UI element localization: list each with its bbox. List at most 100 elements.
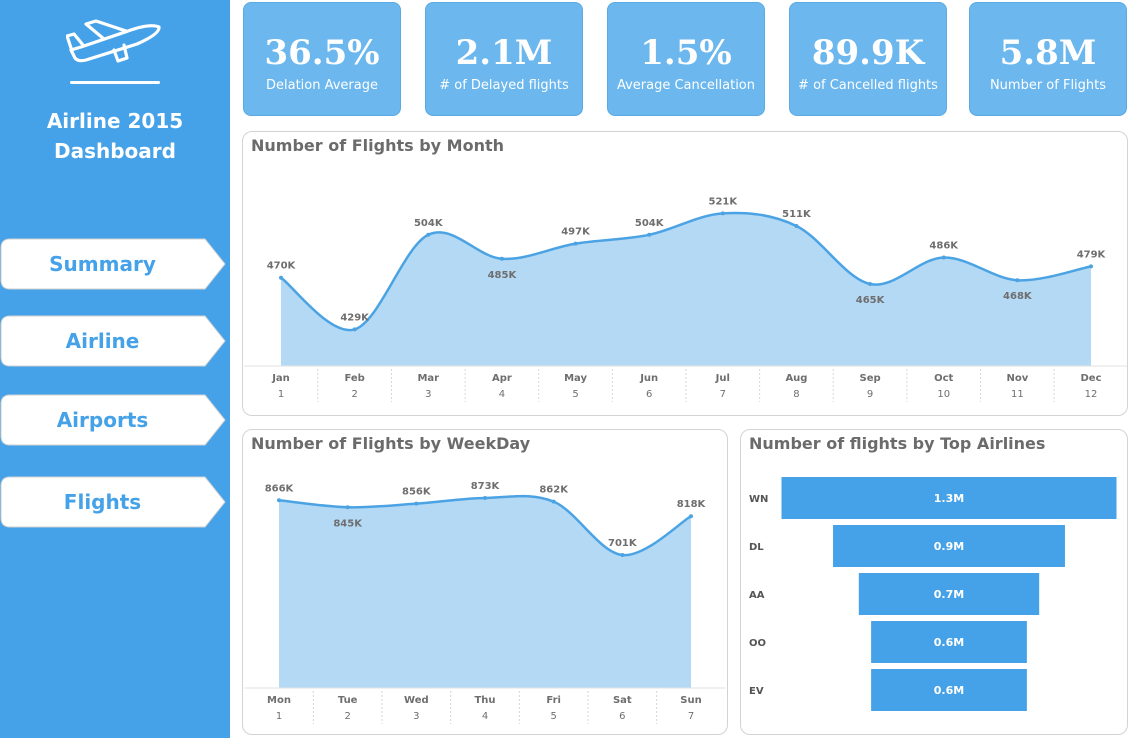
month-x-tick-label: Jul (715, 373, 730, 384)
month-x-tick-label: Oct (934, 373, 953, 384)
nav-tab-shape (0, 394, 226, 446)
airlines-chart-title: Number of flights by Top Airlines (749, 434, 1046, 453)
airline-category-label: DL (749, 542, 764, 553)
weekday-x-tick-label: Thu (474, 695, 495, 706)
kpi-label: # of Delayed flights (439, 78, 569, 93)
weekday-value-label: 866K (265, 483, 295, 494)
kpi-card-cancelled-flights: 89.9K # of Cancelled flights (789, 2, 947, 116)
month-x-tick-number: 12 (1085, 389, 1098, 400)
month-value-label: 521K (709, 196, 739, 207)
nav-airline-label: Airline (65, 329, 140, 353)
weekday-data-point (689, 514, 693, 519)
weekday-x-tick-number: 2 (344, 711, 350, 722)
month-x-tick-label: Aug (785, 373, 807, 384)
month-chart-title: Number of Flights by Month (251, 136, 505, 155)
kpi-value: 1.5% (640, 33, 732, 73)
month-value-label: 504K (414, 218, 444, 229)
nav-summary-label: Summary (49, 252, 156, 276)
airline-bar (871, 621, 1027, 663)
nav-tab-shape (0, 315, 226, 367)
month-data-point (499, 256, 504, 261)
kpi-card-average-cancellation: 1.5% Average Cancellation (607, 2, 765, 116)
month-x-tick-label: Nov (1006, 373, 1028, 384)
month-data-point (352, 327, 357, 332)
nav-tab-shape (0, 476, 226, 528)
kpi-label: Number of Flights (989, 78, 1107, 93)
weekday-value-label: 862K (539, 485, 569, 496)
month-chart-panel: Number of Flights by Month 470K Jan 1 429K F… (242, 131, 1128, 416)
weekday-x-tick-number: 4 (482, 711, 488, 722)
month-value-label: 497K (561, 227, 591, 238)
weekday-x-tick-label: Wed (404, 695, 429, 706)
month-data-point (720, 211, 725, 216)
weekday-value-label: 845K (333, 518, 363, 529)
weekday-x-tick-label: Tue (338, 695, 358, 706)
weekday-x-tick-label: Sat (613, 695, 632, 706)
month-data-point (794, 223, 799, 228)
airline-bar (781, 477, 1117, 519)
nav-flights-button[interactable]: Flights (0, 476, 226, 528)
kpi-card-number-of-flights: 5.8M Number of Flights (969, 2, 1127, 116)
airline-bar-value-label: 0.7M (934, 588, 964, 601)
nav-airports-button[interactable]: Airports (0, 394, 226, 446)
nav-airports-label: Airports (56, 408, 149, 432)
month-value-label: 511K (782, 209, 812, 220)
month-x-tick-label: May (564, 373, 587, 384)
weekday-x-tick-label: Mon (267, 695, 291, 706)
airline-bar (858, 573, 1040, 615)
month-value-label: 486K (929, 241, 959, 252)
month-x-tick-label: Sep (860, 373, 881, 384)
month-x-tick-number: 11 (1011, 389, 1024, 400)
month-value-label: 470K (267, 261, 297, 272)
airlines-funnel-chart: WN 1.3M DL 0.9M AA 0.7M OO 0.6M EV 0.6M (749, 477, 1117, 711)
dashboard-title-line1: Airline 2015 (46, 109, 184, 133)
airline-bar-value-label: 1.3M (934, 492, 964, 505)
kpi-label: Delation Average (265, 78, 378, 93)
month-x-tick-number: 1 (278, 389, 284, 400)
nav-tab-shape (0, 238, 226, 290)
airline-bar (833, 525, 1065, 567)
kpi-value: 5.8M (999, 33, 1097, 73)
weekday-area-chart: 866K Mon 1 845K Tue 2 856K Wed 3 873K Thu 4 862K Fri 5… (244, 481, 726, 724)
kpi-value: 2.1M (455, 33, 553, 73)
month-value-label: 429K (340, 312, 370, 323)
month-value-label: 485K (488, 270, 518, 281)
month-data-point (647, 232, 652, 237)
kpi-label: Average Cancellation (616, 78, 756, 93)
month-x-tick-label: Jun (639, 373, 658, 384)
month-x-tick-number: 6 (646, 389, 652, 400)
nav-airline-button[interactable]: Airline (0, 315, 226, 367)
month-area-fill (281, 212, 1091, 366)
weekday-value-label: 873K (471, 481, 501, 492)
month-value-label: 479K (1077, 249, 1107, 260)
month-data-point (1089, 264, 1093, 269)
weekday-value-label: 701K (608, 538, 638, 549)
airline-category-label: WN (749, 494, 768, 505)
airlines-chart-panel: Number of flights by Top Airlines WN 1.3M… (740, 429, 1128, 735)
kpi-value: 36.5% (264, 33, 380, 73)
month-value-label: 504K (635, 218, 665, 229)
weekday-x-tick-number: 5 (550, 711, 556, 722)
month-value-label: 465K (856, 295, 886, 306)
month-x-tick-number: 7 (720, 389, 726, 400)
month-x-tick-number: 4 (499, 389, 505, 400)
airline-bar-value-label: 0.6M (934, 684, 964, 697)
month-x-tick-label: Feb (344, 373, 364, 384)
month-x-tick-label: Apr (492, 373, 512, 384)
month-x-tick-number: 10 (937, 389, 950, 400)
dashboard-title-line2: Dashboard (54, 139, 176, 163)
title-divider (70, 81, 160, 84)
airline-category-label: AA (749, 590, 765, 601)
weekday-chart-panel: Number of Flights by WeekDay 866K Mon 1 845… (242, 429, 728, 735)
nav-summary-button[interactable]: Summary (0, 238, 226, 290)
weekday-chart-title: Number of Flights by WeekDay (251, 434, 531, 453)
airline-category-label: EV (749, 686, 764, 697)
airline-bar-value-label: 0.9M (934, 540, 964, 553)
weekday-x-tick-number: 7 (688, 711, 694, 722)
month-data-point (941, 255, 946, 260)
month-x-tick-number: 3 (425, 389, 431, 400)
dashboard-title: Airline 2015 Dashboard (0, 106, 230, 166)
weekday-value-label: 818K (677, 499, 707, 510)
weekday-value-label: 856K (402, 487, 432, 498)
weekday-x-tick-number: 6 (619, 711, 625, 722)
